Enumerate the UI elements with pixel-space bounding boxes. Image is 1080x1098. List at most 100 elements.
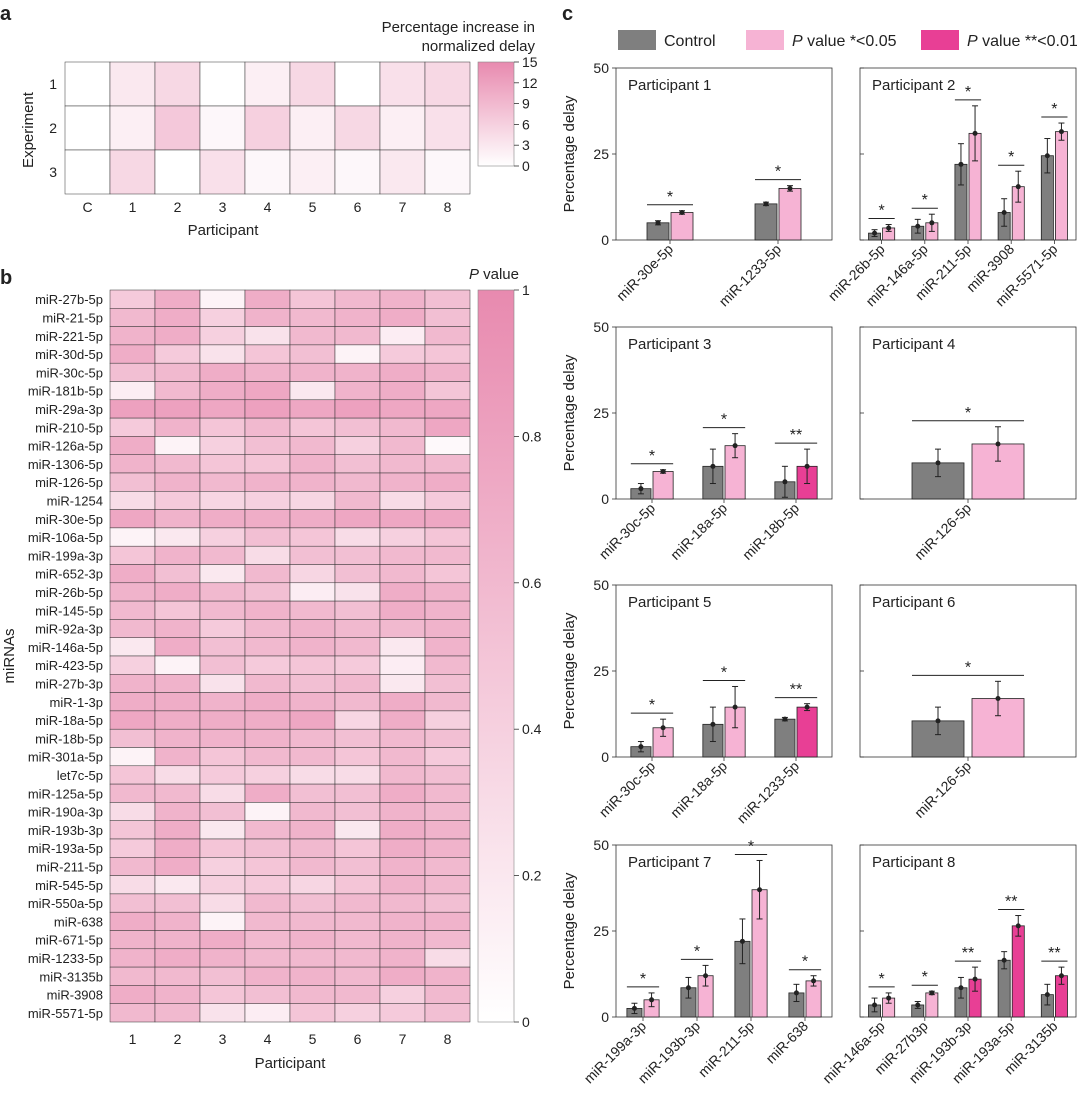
heatmap-b-cell [424, 728, 471, 748]
heatmap-b-cell [289, 362, 336, 382]
heatmap-b-cell [379, 728, 426, 748]
heatmap-b-cell [424, 948, 471, 968]
heatmap-a-xtick: 1 [129, 199, 137, 215]
subplot-title: Participant 2 [872, 77, 955, 94]
heatmap-b-cell [334, 381, 381, 401]
heatmap-b-cell [199, 637, 246, 657]
heatmap-b-cell [334, 637, 381, 657]
data-point [1058, 129, 1064, 135]
data-point [649, 997, 655, 1003]
heatmap-b-cell [424, 491, 471, 510]
heatmap-b-cell [109, 472, 156, 492]
heatmap-b-cell [379, 802, 426, 821]
heatmap-b-cell [379, 509, 426, 529]
heatmap-b-ytick: miR-3135b [39, 969, 103, 984]
heatmap-b-cell [154, 655, 201, 675]
heatmap-a-colorbar-tick-label: 6 [522, 116, 530, 132]
heatmap-b-cell [154, 454, 201, 474]
data-point [804, 704, 810, 710]
heatmap-b-cell [289, 308, 336, 327]
heatmap-b-cell [154, 765, 201, 785]
heatmap-b-cell [379, 527, 426, 547]
heatmap-b-cell [334, 509, 381, 529]
heatmap-a: C 1 2 3 4 5 6 7 8 1 2 3 [49, 61, 471, 215]
legend-label-p01-p: P [967, 33, 978, 50]
heatmap-b-cell [244, 930, 291, 950]
heatmap-b-cell [199, 728, 246, 748]
heatmap-b-cell [424, 674, 471, 693]
heatmap-b-cell [244, 948, 291, 968]
heatmap-a-colorbar [477, 61, 515, 167]
heatmap-b-cell [424, 362, 471, 382]
heatmap-b-cell [244, 802, 291, 821]
heatmap-b-cell [424, 966, 471, 986]
heatmap-b-cell [289, 454, 336, 474]
heatmap-b-cell [244, 966, 291, 986]
category-label: miR-30c-5p [596, 758, 659, 821]
data-point [739, 938, 745, 944]
data-point [703, 973, 709, 979]
heatmap-b-cell [289, 472, 336, 492]
heatmap-b-cell [334, 893, 381, 913]
heatmap-b-cell [244, 582, 291, 602]
heatmap-b-colorbar-title: P value [469, 266, 519, 283]
heatmap-b-cell [289, 655, 336, 675]
heatmap-a-cell [154, 61, 201, 107]
category-label: miR-18b-5p [739, 500, 802, 563]
heatmap-a-cell [244, 105, 291, 151]
heatmap-b-cell [334, 491, 381, 510]
significance-stars: * [640, 971, 646, 988]
heatmap-b-cell [289, 289, 336, 309]
data-point [935, 460, 941, 466]
heatmap-a-xtick: 4 [264, 199, 272, 215]
heatmap-b-cell [244, 491, 291, 510]
heatmap-b-ytick: miR-1-3p [50, 695, 103, 710]
heatmap-a-cell [424, 105, 471, 151]
heatmap-b-xtick: 2 [174, 1031, 182, 1047]
heatmap-b-cell [424, 472, 471, 492]
heatmap-b-ytick: miR-5571-5p [28, 1006, 103, 1021]
heatmap-b-xtick: 6 [354, 1031, 362, 1047]
significance-stars: * [878, 971, 884, 988]
heatmap-b-cell [424, 747, 471, 767]
heatmap-b-cell [199, 765, 246, 785]
heatmap-b-cell [334, 619, 381, 638]
heatmap-b-cell [334, 674, 381, 693]
heatmap-b-cell [199, 948, 246, 968]
heatmap-b-colorbar-title-rest: value [479, 266, 519, 283]
heatmap-a-xtick: 8 [444, 199, 452, 215]
y-axis-label: Percentage delay [561, 612, 578, 729]
heatmap-b-ytick: miR-18a-5p [35, 713, 103, 728]
heatmap-b-cell [154, 527, 201, 547]
heatmap-b-colorbar-tick-label: 0 [522, 1014, 530, 1030]
heatmap-a-xtick: 6 [354, 199, 362, 215]
heatmap-a-cell [334, 105, 381, 151]
heatmap-b-cell [109, 674, 156, 693]
heatmap-a-colorbar-title-line2: normalized delay [422, 38, 536, 55]
bar-control [646, 222, 670, 241]
data-point [732, 443, 738, 449]
heatmap-b-cell [199, 655, 246, 675]
heatmap-a-xtick: 5 [309, 199, 317, 215]
heatmap-b-cell [379, 966, 426, 986]
heatmap-b-ytick: miR-193a-5p [28, 841, 103, 856]
heatmap-b-cell [334, 838, 381, 858]
heatmap-b-cell [334, 454, 381, 474]
significance-stars: * [667, 189, 673, 206]
y-axis-label: Percentage delay [561, 354, 578, 471]
heatmap-b-cell [379, 436, 426, 455]
legend-label-control: Control [664, 33, 716, 50]
data-point [958, 985, 964, 991]
y-tick-label: 50 [593, 60, 609, 76]
heatmap-b-ytick: miR-30c-5p [36, 365, 103, 380]
data-point [1058, 973, 1064, 979]
heatmap-b-cell [289, 417, 336, 437]
panel-label-c: c [562, 3, 573, 25]
heatmap-b-cell [154, 875, 201, 895]
heatmap-b-cell [289, 619, 336, 638]
heatmap-b-cell [199, 857, 246, 876]
heatmap-b-cell [109, 802, 156, 821]
heatmap-b-cell [379, 637, 426, 657]
legend-label-p01: P value **<0.01 [967, 33, 1078, 50]
heatmap-b-cell [109, 948, 156, 968]
